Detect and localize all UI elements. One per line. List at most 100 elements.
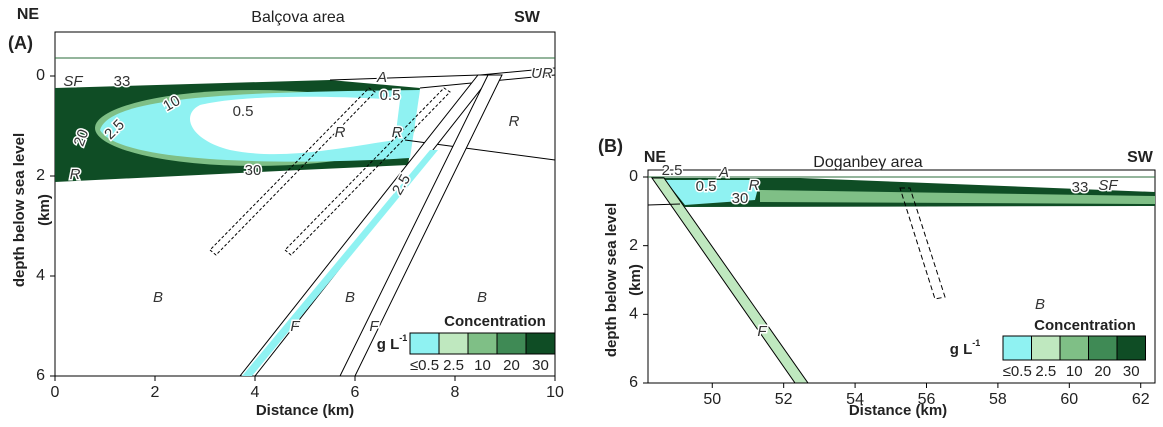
legend-label: 2.5: [1035, 363, 1056, 380]
right-label: SW: [1127, 149, 1154, 166]
x-tick-label: 52: [775, 391, 793, 408]
panel-label: (B): [598, 136, 623, 156]
legend-swatch: [1088, 335, 1118, 361]
panel-title: Doganbey area: [813, 154, 923, 171]
legend-unit: g L-1: [950, 338, 981, 358]
x-tick-label: 62: [1132, 391, 1150, 408]
unit-label: SF: [63, 73, 83, 90]
legend-swatch: [1031, 335, 1061, 361]
contour-label: 0.5: [696, 178, 717, 195]
dashed-fault: [284, 87, 451, 256]
legend-swatch: [409, 332, 440, 355]
x-tick-label: 54: [846, 391, 864, 408]
y-axis-label: depth below sea level: [603, 203, 620, 357]
y-tick-label: 6: [629, 374, 638, 391]
unit-label: R: [70, 166, 81, 183]
unit-label: R: [509, 113, 520, 130]
plume: [190, 96, 400, 155]
dashed-fault: [209, 87, 376, 256]
x-tick-label: 10: [546, 384, 564, 401]
unit-label: B: [1035, 296, 1045, 313]
contour-label: 0.5: [233, 103, 254, 120]
contour-label: 0.5: [380, 87, 401, 104]
x-tick-label: 60: [1060, 391, 1078, 408]
x-tick-label: 8: [451, 384, 460, 401]
fault: [651, 177, 809, 384]
legend-label: ≤0.5: [410, 357, 439, 374]
legend-unit: g L-1: [377, 333, 408, 353]
panel-a-section: [54, 31, 556, 377]
legend-label: 30: [1123, 363, 1140, 380]
legend-unit-text: g L: [377, 336, 400, 353]
legend-title: Concentration: [1034, 317, 1136, 334]
unit-label: R: [392, 124, 403, 141]
left-label: NE: [17, 6, 40, 23]
legend-swatch: [496, 332, 527, 355]
panel-title: Balçova area: [251, 9, 344, 26]
legend-swatch: [525, 332, 556, 355]
x-tick-label: 2: [151, 384, 160, 401]
contour-label: 30: [732, 190, 749, 207]
contour-label: 33: [114, 73, 131, 90]
y-tick-label: 2: [36, 167, 45, 184]
legend-label: ≤0.5: [1003, 363, 1032, 380]
legend-label: 20: [1094, 363, 1111, 380]
panel-label: (A): [8, 33, 33, 53]
contour-label: 2.5: [662, 162, 683, 179]
y-tick-label: 4: [629, 306, 638, 323]
x-tick-label: 6: [351, 384, 360, 401]
x-tick-label: 56: [918, 391, 936, 408]
unit-label: F: [290, 318, 300, 335]
x-tick-label: 58: [989, 391, 1007, 408]
y-tick-label: 0: [629, 168, 638, 185]
y-axis-label: (km): [36, 194, 53, 226]
unit-label: UR: [531, 65, 553, 82]
x-axis-label: Distance (km): [256, 402, 354, 419]
unit-label: A: [376, 69, 387, 86]
legend-swatch: [1002, 335, 1032, 361]
legend-swatch: [438, 332, 469, 355]
y-tick-label: 0: [36, 67, 45, 84]
contour-label: 30: [245, 162, 262, 179]
legend-swatch: [1116, 335, 1146, 361]
x-tick-label: 50: [703, 391, 721, 408]
unit-label: SF: [1098, 177, 1118, 194]
unit-label: B: [153, 289, 163, 306]
x-tick-label: 4: [251, 384, 260, 401]
right-label: SW: [514, 9, 541, 26]
legend-title: Concentration: [444, 313, 546, 330]
legend-swatch: [1059, 335, 1089, 361]
legend-label: 20: [503, 357, 520, 374]
unit-label: B: [477, 289, 487, 306]
legend-unit-text: g L: [950, 341, 973, 358]
unit-label: F: [369, 318, 379, 335]
legend-unit-exp: -1: [972, 338, 980, 348]
legend-swatch: [467, 332, 498, 355]
fault-fill: [242, 150, 438, 376]
plume: [665, 180, 760, 205]
y-tick-label: 2: [629, 237, 638, 254]
contact: [647, 203, 681, 206]
unit-label: R: [749, 177, 760, 194]
y-axis-label: (km): [627, 264, 644, 296]
legend-label: 10: [474, 357, 491, 374]
unit-label: F: [757, 323, 767, 340]
y-tick-label: 6: [36, 367, 45, 384]
x-axis-label: Distance (km): [849, 402, 947, 419]
legend-unit-exp: -1: [399, 333, 407, 343]
y-axis-label: depth below sea level: [11, 133, 28, 287]
legend-label: 10: [1066, 363, 1083, 380]
unit-label: A: [718, 164, 729, 181]
unit-label: R: [335, 124, 346, 141]
dashed-fault: [899, 187, 946, 300]
x-tick-label: 0: [51, 384, 60, 401]
y-tick-label: 4: [36, 267, 45, 284]
legend-label: 2.5: [443, 357, 464, 374]
left-label: NE: [644, 149, 667, 166]
unit-label: B: [345, 289, 355, 306]
plume: [760, 190, 1155, 204]
legend-label: 30: [532, 357, 549, 374]
contour-label: 33: [1072, 179, 1089, 196]
